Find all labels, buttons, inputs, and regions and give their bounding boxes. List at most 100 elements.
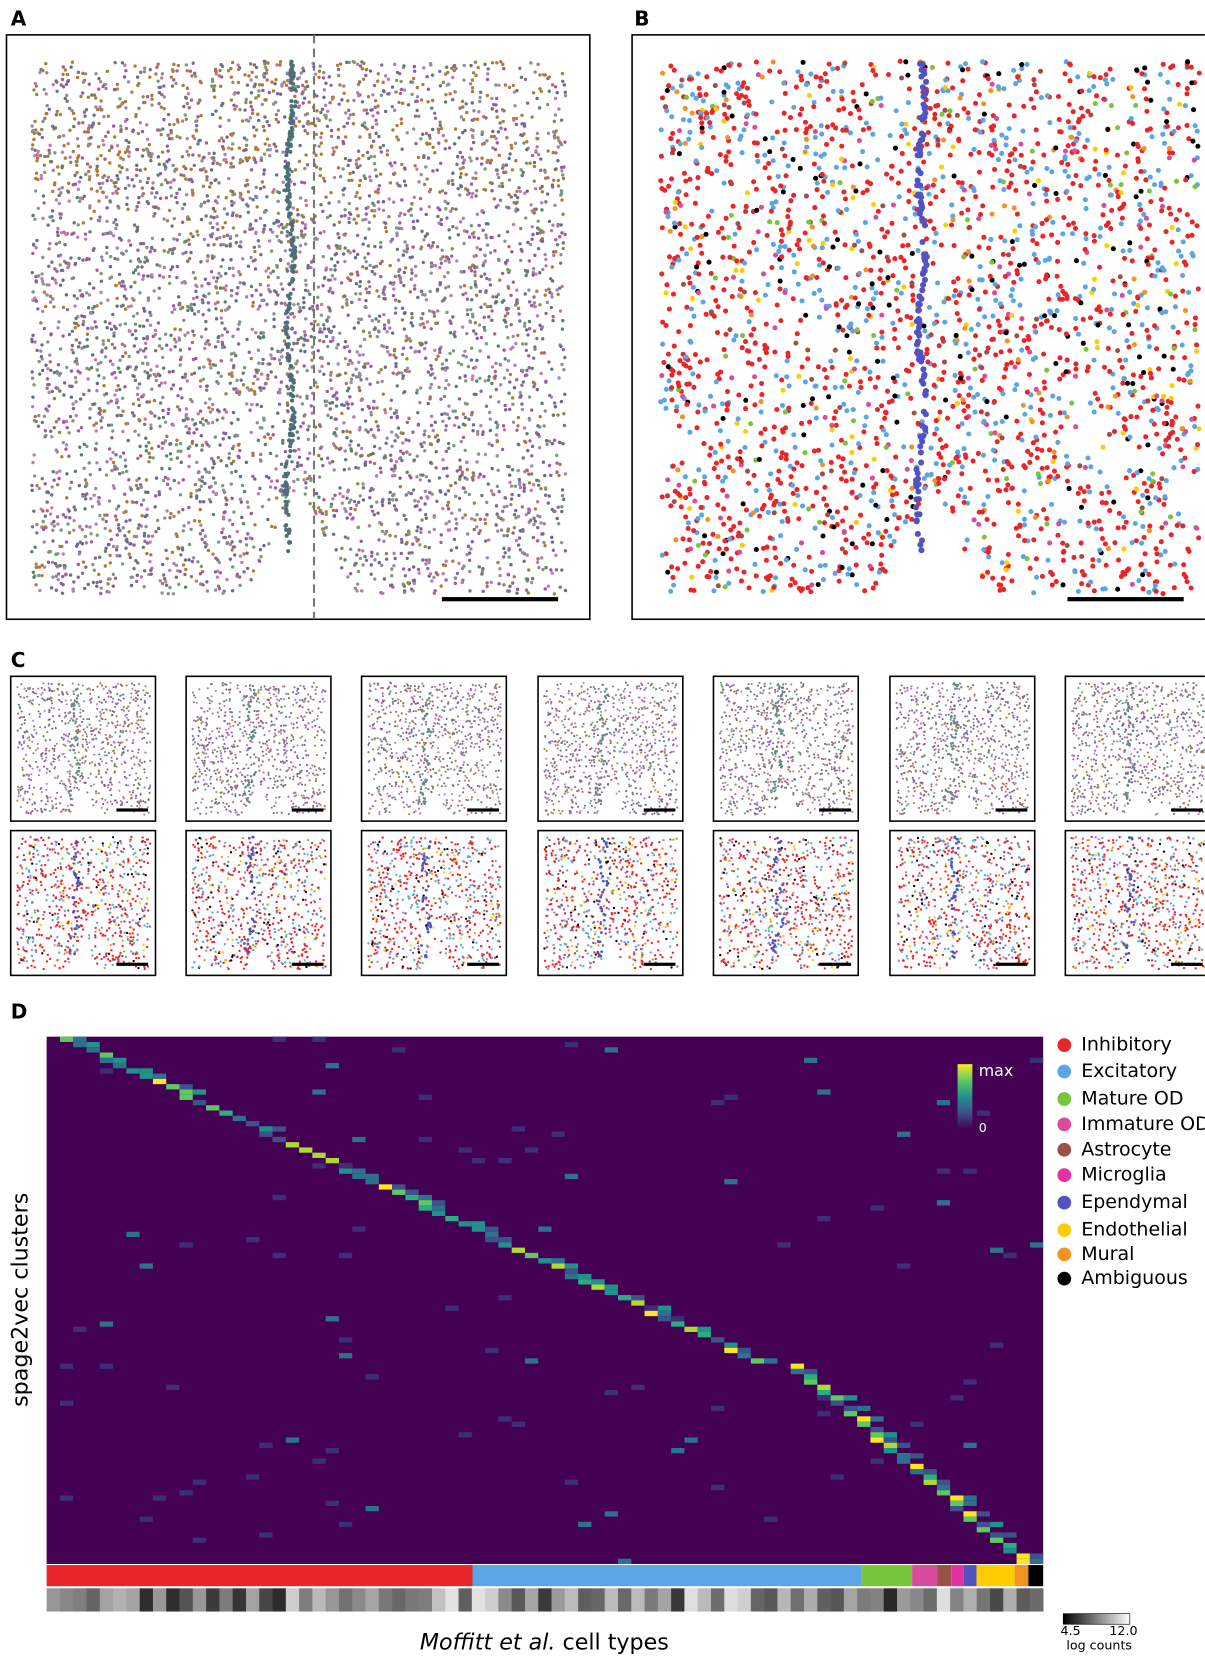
cell-dot bbox=[173, 479, 176, 482]
cell-dot bbox=[188, 445, 191, 448]
cell-dot bbox=[356, 582, 359, 585]
cell-dot bbox=[432, 576, 435, 579]
cell-dot bbox=[369, 69, 372, 72]
cell-dot bbox=[526, 241, 529, 244]
cell-dot bbox=[133, 223, 136, 226]
cell-dot bbox=[226, 234, 229, 237]
cell-dot bbox=[515, 591, 518, 594]
cell-dot bbox=[239, 273, 242, 276]
cell-dot bbox=[462, 166, 465, 169]
cell-dot bbox=[518, 536, 521, 539]
cell-dot bbox=[110, 538, 113, 541]
cell-dot bbox=[476, 118, 479, 121]
cell-dot bbox=[508, 152, 511, 155]
cell-dot bbox=[205, 141, 208, 144]
cell-dot bbox=[95, 429, 98, 432]
cell-dot bbox=[147, 202, 150, 205]
cell-dot bbox=[280, 223, 283, 226]
cell-dot bbox=[539, 157, 542, 160]
x-axis-label-italic: Moffitt et al. bbox=[420, 1630, 556, 1656]
cell-dot bbox=[146, 95, 149, 98]
cell-dot bbox=[462, 565, 465, 568]
cell-dot bbox=[373, 245, 376, 248]
cell-dot bbox=[301, 402, 304, 405]
cell-dot bbox=[88, 83, 91, 86]
cell-dot bbox=[108, 499, 111, 502]
cell-dot bbox=[379, 262, 382, 265]
cell-dot bbox=[504, 320, 507, 323]
cell-dot bbox=[94, 522, 97, 525]
cell-dot bbox=[516, 334, 519, 337]
cell-dot bbox=[150, 447, 153, 450]
cell-dot bbox=[136, 249, 139, 252]
cell-dot bbox=[313, 320, 316, 323]
cell-dot bbox=[184, 373, 187, 376]
cell-dot bbox=[349, 513, 352, 516]
cell-dot bbox=[539, 521, 542, 524]
cell-dot bbox=[89, 532, 92, 535]
cell-dot bbox=[239, 540, 242, 543]
cell-dot bbox=[468, 551, 471, 554]
cell-dot bbox=[464, 173, 467, 176]
cell-dot bbox=[327, 278, 330, 281]
cell-dot bbox=[221, 592, 224, 595]
cell-dot bbox=[446, 83, 449, 86]
cell-dot bbox=[296, 478, 299, 481]
cell-dot bbox=[370, 563, 373, 566]
cell-dot bbox=[168, 123, 171, 126]
cell-dot bbox=[263, 210, 266, 213]
cell-dot bbox=[346, 122, 349, 125]
cell-dot bbox=[475, 189, 478, 192]
cell-dot bbox=[78, 200, 81, 203]
cell-dot bbox=[354, 195, 357, 198]
cell-dot bbox=[560, 400, 563, 403]
cell-dot bbox=[532, 295, 535, 298]
cell-dot bbox=[474, 366, 477, 369]
cell-dot bbox=[517, 312, 520, 315]
cell-dot bbox=[97, 87, 100, 90]
cell-dot bbox=[31, 525, 34, 528]
cell-dot bbox=[327, 327, 330, 330]
cell-dot bbox=[439, 397, 442, 400]
cell-dot bbox=[521, 408, 524, 411]
cell-dot bbox=[314, 154, 317, 157]
cell-dot bbox=[248, 536, 251, 539]
cell-dot bbox=[63, 566, 66, 569]
cell-dot bbox=[216, 408, 219, 411]
cell-dot bbox=[228, 436, 231, 439]
cell-dot bbox=[137, 418, 140, 421]
cell-dot bbox=[475, 460, 478, 463]
cell-dot bbox=[329, 191, 332, 194]
cell-dot bbox=[319, 231, 322, 234]
cell-dot bbox=[250, 294, 253, 297]
cell-dot bbox=[393, 172, 396, 175]
cell-dot bbox=[460, 115, 463, 118]
cell-dot bbox=[369, 428, 372, 431]
cell-dot bbox=[259, 458, 262, 461]
cell-dot bbox=[357, 150, 360, 153]
cell-dot bbox=[389, 181, 392, 184]
cell-dot bbox=[445, 522, 448, 525]
cell-dot bbox=[46, 340, 49, 343]
cell-dot bbox=[488, 375, 491, 378]
cell-dot bbox=[430, 383, 433, 386]
cell-dot bbox=[376, 425, 379, 428]
cell-dot bbox=[407, 103, 410, 106]
cell-dot bbox=[436, 168, 439, 171]
cell-dot bbox=[231, 523, 234, 526]
cell-dot bbox=[544, 258, 547, 261]
cell-dot bbox=[409, 290, 412, 293]
cell-dot bbox=[511, 531, 514, 534]
cell-dot bbox=[68, 509, 71, 512]
cell-dot bbox=[477, 452, 480, 455]
cell-dot bbox=[227, 119, 230, 122]
cell-dot bbox=[327, 316, 330, 319]
cell-dot bbox=[542, 541, 545, 544]
cell-dot bbox=[176, 405, 179, 408]
cell-dot bbox=[148, 75, 151, 78]
cell-dot bbox=[304, 334, 307, 337]
cell-dot bbox=[60, 582, 63, 585]
cell-dot bbox=[58, 469, 61, 472]
cell-dot bbox=[489, 181, 492, 184]
cell-dot bbox=[559, 261, 562, 264]
